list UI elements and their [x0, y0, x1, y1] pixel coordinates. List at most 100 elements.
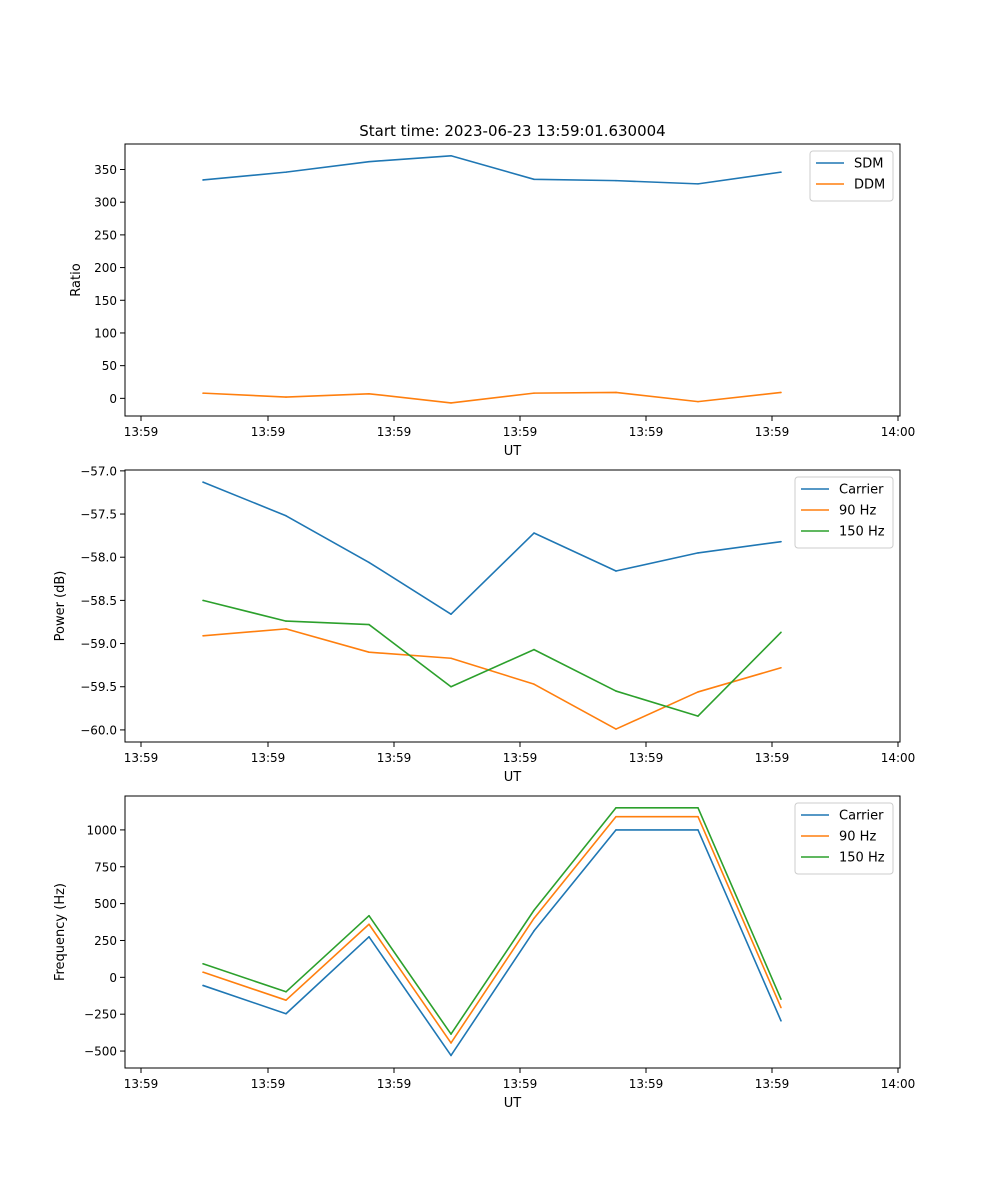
legend-label: 90 Hz	[839, 504, 876, 519]
legend: Carrier 90 Hz 150 Hz	[794, 802, 894, 875]
data-point	[533, 683, 535, 685]
legend-label: SDM	[854, 157, 883, 172]
x-axis-label: UT	[504, 770, 522, 785]
x-tick-label: 13:59	[503, 425, 538, 439]
y-tick-label: 200	[94, 261, 117, 275]
x-axis-label: UT	[504, 1096, 522, 1111]
y-axis-label: Frequency (Hz)	[53, 883, 68, 981]
series-line-ddm	[202, 391, 782, 404]
y-tick-label: −250	[84, 1008, 117, 1022]
data-point	[697, 715, 699, 717]
data-point	[533, 909, 535, 912]
data-point	[450, 685, 452, 688]
data-point	[202, 392, 204, 394]
x-tick-label: 13:59	[377, 1077, 412, 1091]
x-tick-label: 13:59	[377, 425, 412, 439]
data-point	[615, 179, 617, 182]
legend: SDM DDM	[809, 150, 894, 202]
x-tick-label: 13:59	[251, 751, 286, 765]
legend-label: 90 Hz	[839, 830, 876, 845]
data-point	[450, 1042, 452, 1044]
x-tick-label: 13:59	[755, 1077, 790, 1091]
data-point	[368, 160, 370, 163]
y-tick-label: −57.0	[80, 464, 117, 478]
legend-label: DDM	[854, 178, 885, 193]
y-tick-label: 750	[94, 860, 117, 874]
chart-panel-1: 13:59 13:59 13:59 13:59 13:59 13:59 14:00 0 50 10…	[69, 143, 916, 459]
y-tick-label: 100	[94, 326, 117, 340]
data-point	[450, 657, 452, 660]
data-point	[780, 391, 782, 394]
y-tick-label: −60.0	[80, 723, 117, 737]
y-tick-label: 300	[94, 196, 117, 210]
data-point	[615, 806, 617, 809]
figure-title: Start time: 2023-06-23 13:59:01.630004	[359, 122, 665, 140]
x-tick-label: 13:59	[755, 751, 790, 765]
data-point	[533, 532, 535, 534]
data-point	[780, 1006, 782, 1009]
data-point	[533, 178, 535, 181]
y-tick-label: 0	[109, 392, 117, 406]
legend: Carrier 90 Hz 150 Hz	[794, 476, 894, 549]
y-tick-label: 500	[94, 897, 117, 911]
y-tick-label: −500	[84, 1045, 117, 1059]
data-point	[285, 514, 287, 517]
data-point	[202, 971, 204, 973]
series-line-90-hz	[202, 815, 782, 1044]
data-point	[450, 154, 452, 157]
data-point	[697, 815, 699, 818]
y-axis-label: Power (dB)	[53, 571, 68, 642]
y-tick-label: 1000	[86, 823, 117, 837]
data-point	[450, 1033, 452, 1035]
data-point	[368, 623, 370, 626]
x-tick-label: 13:59	[629, 1077, 664, 1091]
y-tick-label: −59.0	[80, 637, 117, 651]
x-tick-label: 13:59	[503, 751, 538, 765]
legend-label: 150 Hz	[839, 525, 885, 540]
legend-label: Carrier	[839, 809, 884, 824]
data-point	[368, 651, 370, 653]
data-point	[780, 1020, 782, 1022]
x-tick-label: 13:59	[124, 1077, 159, 1091]
y-tick-label: 150	[94, 294, 117, 308]
data-point	[697, 806, 699, 809]
data-point	[780, 631, 782, 634]
data-point	[780, 171, 782, 173]
y-tick-label: 50	[102, 359, 117, 373]
data-point	[450, 1054, 452, 1057]
x-tick-label: 14:00	[881, 425, 916, 439]
y-tick-label: 350	[94, 163, 117, 177]
data-point	[285, 999, 287, 1001]
data-point	[697, 552, 699, 554]
plot-area-frame	[124, 143, 901, 417]
series-line-150-hz	[202, 599, 782, 717]
data-point	[368, 935, 370, 938]
y-tick-label: −57.5	[80, 508, 117, 522]
y-tick-label: 0	[109, 971, 117, 985]
x-tick-label: 13:59	[629, 751, 664, 765]
y-tick-label: −58.0	[80, 551, 117, 565]
x-tick-label: 13:59	[755, 425, 790, 439]
data-point	[285, 396, 287, 398]
data-point	[533, 930, 535, 932]
x-tick-label: 13:59	[629, 425, 664, 439]
y-tick-label: 250	[94, 934, 117, 948]
series-line-150-hz	[202, 806, 782, 1035]
data-point	[533, 392, 535, 394]
data-point	[615, 570, 617, 572]
data-point	[780, 540, 782, 543]
x-tick-label: 13:59	[251, 1077, 286, 1091]
data-point	[202, 179, 204, 181]
data-point	[368, 392, 370, 395]
plot-area-frame	[124, 795, 901, 1069]
data-point	[533, 917, 535, 920]
y-tick-label: 250	[94, 228, 117, 242]
x-axis-label: UT	[504, 444, 522, 459]
data-point	[450, 402, 452, 404]
data-point	[285, 620, 287, 622]
legend-label: 150 Hz	[839, 851, 885, 866]
data-point	[202, 634, 204, 637]
data-point	[780, 666, 782, 669]
data-point	[285, 990, 287, 993]
